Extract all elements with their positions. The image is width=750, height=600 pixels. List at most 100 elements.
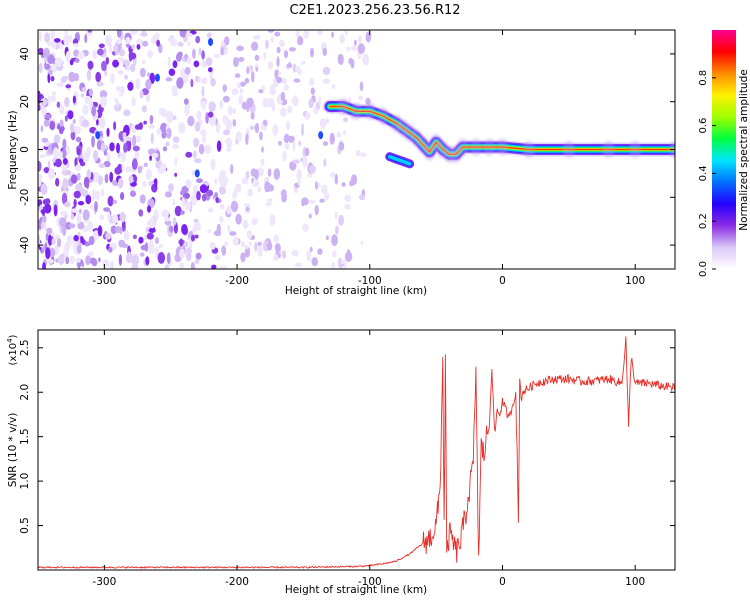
- spectrogram-noise-blob: [156, 39, 161, 47]
- spectrogram-noise-blob: [336, 131, 341, 138]
- spectrogram-noise-blob: [131, 96, 136, 107]
- spectrogram-noise-blob: [109, 171, 114, 183]
- spectrogram-noise-blob: [135, 78, 141, 90]
- spectrogram-noise-blob: [114, 103, 122, 112]
- spectrogram-noise-blob: [128, 175, 134, 184]
- spectrogram-noise-blob: [309, 246, 313, 253]
- spectrogram-noise-blob: [331, 261, 336, 269]
- spectrogram-noise-blob: [92, 50, 98, 60]
- snr-x-ticks: -300 -200 -100 0 100: [92, 330, 645, 588]
- spectrogram-noise-blob: [44, 198, 51, 205]
- x-tick-label: 100: [625, 275, 645, 287]
- spectrogram-noise-blob: [143, 120, 147, 125]
- spectrogram-noise-blob: [98, 257, 101, 263]
- spectrogram-noise-blob: [70, 174, 78, 184]
- spectrogram-noise-blob: [207, 229, 212, 234]
- spectrogram-noise-blob: [190, 262, 195, 269]
- spectrogram-noise-blob: [116, 30, 122, 38]
- spectrogram-noise-blob: [112, 59, 120, 68]
- spectrogram-noise-blob: [182, 75, 189, 84]
- spectrogram-noise-blob: [100, 96, 107, 108]
- spectrogram-noise-blob: [129, 52, 137, 60]
- spectrogram-noise-blob: [121, 243, 129, 248]
- signal-track-glow: [483, 138, 496, 157]
- spectrogram-noise-blob: [187, 40, 191, 46]
- spectrogram-noise-hotspot: [95, 131, 101, 140]
- spectrogram-noise-blob: [311, 257, 318, 267]
- spectrogram-noise-blob: [194, 234, 199, 239]
- spectrogram-noise-blob: [310, 87, 315, 95]
- spectrogram-noise-blob: [38, 234, 41, 246]
- spectrogram-noise-blob: [121, 163, 125, 172]
- spectrogram-noise-blob: [104, 173, 109, 184]
- spectrogram-noise-blob: [192, 225, 196, 235]
- spectrogram-noise-blob: [287, 105, 293, 114]
- spectrogram-noise-blob: [301, 126, 305, 136]
- spectrogram-noise-blob: [145, 256, 150, 266]
- spectrogram-noise-blob: [130, 190, 136, 197]
- spectrogram-noise-blob: [100, 142, 106, 152]
- spectrogram-noise-blob: [62, 138, 67, 150]
- spectrogram-noise-blob: [241, 101, 248, 110]
- spectrogram-noise-blob: [56, 216, 60, 227]
- spectrogram-noise-blob: [291, 249, 299, 257]
- spectrogram-noise-blob: [324, 192, 330, 201]
- spectrogram-noise-blob: [72, 119, 76, 124]
- spectrogram-noise-blob: [280, 107, 287, 118]
- spectrogram-noise-blob: [67, 110, 74, 120]
- spectrogram-noise-blob: [207, 208, 214, 213]
- spectrogram-noise-blob: [353, 39, 357, 46]
- spectrogram-noise-blob: [215, 196, 219, 203]
- spectrogram-noise-blob: [190, 78, 194, 88]
- spectrogram-noise-blob: [193, 60, 200, 68]
- spectrogram-noise-blob: [59, 119, 64, 128]
- spectrogram-noise-blob: [227, 224, 231, 232]
- spectrogram-noise-blob: [221, 245, 227, 256]
- spectrogram-noise-blob: [238, 57, 245, 62]
- spectrogram-noise-blob: [236, 45, 244, 52]
- spectrogram-noise-blob: [46, 227, 53, 234]
- spectrogram-noise-blob: [108, 246, 113, 253]
- colorbar-tick-label: 0.0: [698, 261, 709, 277]
- spectrogram-noise-blob: [71, 208, 79, 214]
- spectrogram-noise-blob: [75, 136, 82, 143]
- spectrogram-noise-blob: [48, 234, 52, 246]
- spectrogram-noise-blob: [235, 73, 241, 78]
- colorbar-tick-label: 0.4: [698, 165, 709, 181]
- spectrogram-noise-blob: [62, 225, 67, 237]
- spectrogram-noise-blob: [303, 30, 310, 39]
- spectrogram-noise-blob: [194, 158, 202, 164]
- y-tick-label: -20: [19, 189, 31, 206]
- spectrogram-noise-blob: [283, 84, 290, 91]
- spectrogram-noise-blob: [47, 54, 55, 65]
- spectrogram-noise-blob: [202, 134, 206, 144]
- spectrogram-noise-blob: [362, 53, 370, 66]
- spectrogram-noise-blob: [308, 213, 312, 219]
- spectrogram-noise-blob: [112, 214, 119, 224]
- spectrogram-noise-blob: [350, 59, 355, 69]
- spectrogram-noise-blob: [164, 191, 172, 198]
- spectrogram-noise-blob: [142, 180, 147, 188]
- spectrogram-noise-blob: [184, 201, 192, 211]
- spectrogram-noise-blob: [176, 77, 184, 89]
- spectrogram-noise-blob: [220, 265, 228, 269]
- spectrogram-noise-blob: [340, 265, 347, 269]
- spectrogram-noise-blob: [105, 232, 112, 240]
- spectrogram-noise-blob: [281, 78, 287, 85]
- spectrogram-noise-blob: [295, 66, 301, 73]
- spectrogram-noise-blob: [187, 115, 195, 127]
- colorbar-label: Normalized spectral amplitude: [738, 69, 750, 230]
- spectrogram-noise-blob: [278, 71, 281, 76]
- spectrogram-noise-blob: [251, 70, 255, 83]
- spectrogram-noise-blob: [118, 48, 125, 57]
- spectrogram-noise-hotspot: [194, 169, 200, 178]
- spectrogram-noise-blob: [251, 217, 258, 226]
- spectrogram-noise-blob: [269, 83, 276, 95]
- spectrogram-noise-blob: [270, 36, 275, 43]
- signal-track-glow: [456, 138, 469, 157]
- spectrogram-noise-blob: [265, 202, 272, 207]
- spectrogram-noise-blob: [38, 104, 41, 111]
- spectrogram-noise-blob: [116, 142, 120, 154]
- spectrogram-noise-blob: [198, 47, 202, 56]
- spectrogram-noise-blob: [246, 229, 253, 239]
